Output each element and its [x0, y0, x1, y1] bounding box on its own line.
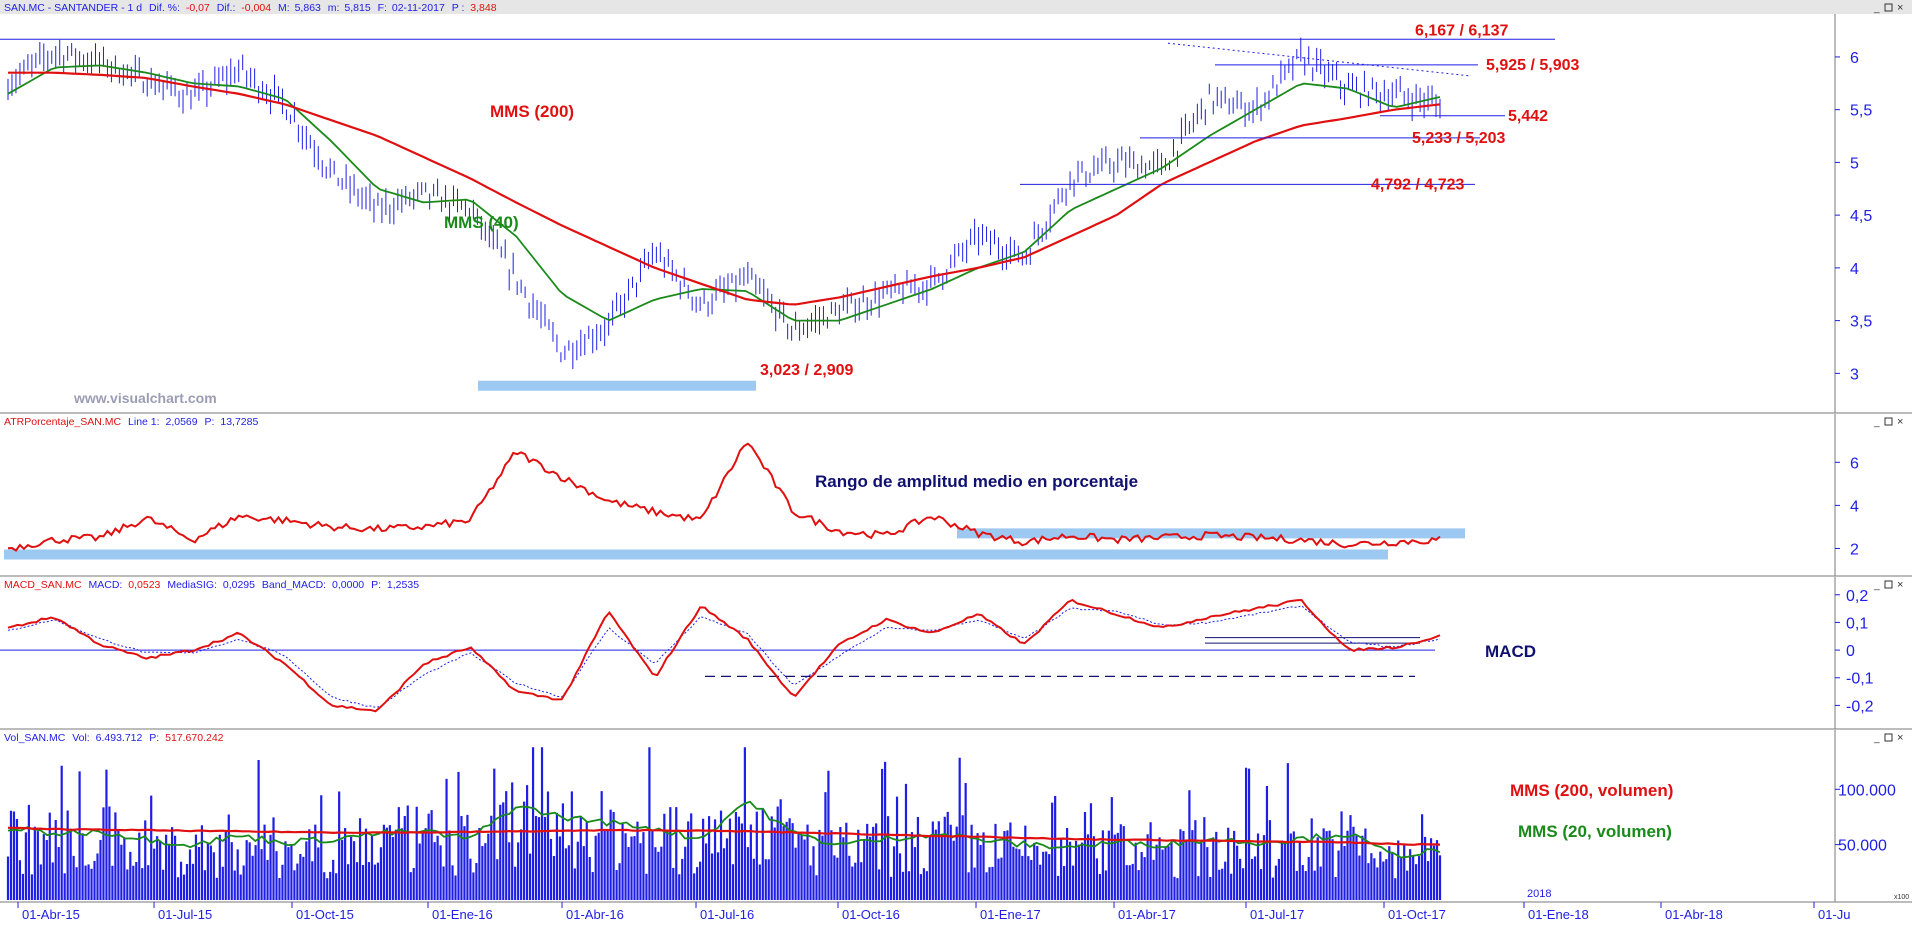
- x-tick-label: 01-Oct-17: [1388, 907, 1446, 922]
- x-tick-label: 01-Ene-16: [432, 907, 493, 922]
- y-tick-label: 2: [1850, 541, 1859, 558]
- volume-series-group: [6, 747, 1442, 900]
- level-label: 5,925 / 5,903: [1486, 57, 1580, 74]
- level-label: 5,442: [1508, 108, 1548, 125]
- macd-header: MACD_SAN.MC MACD: 0,0523 MediaSIG: 0,029…: [4, 579, 419, 591]
- y-tick-label: 6: [1850, 50, 1859, 67]
- x-tick-label: 01-Oct-16: [842, 907, 900, 922]
- mms40-label: MMS (40): [444, 213, 519, 232]
- volume-mms200-line: [8, 826, 1441, 846]
- y-tick-label: 0,1: [1846, 615, 1868, 632]
- macd-y-axis: -0,2 -0,1 0 0,1 0,2: [1835, 588, 1874, 715]
- mms200-line: [8, 71, 1441, 306]
- minimize-icon[interactable]: _: [1873, 3, 1880, 14]
- close-icon[interactable]: ×: [1897, 2, 1903, 14]
- support-band-group: [478, 380, 756, 391]
- y-tick-label: 0,2: [1846, 588, 1868, 605]
- atr-header: ATRPorcentaje_SAN.MC Line 1: 2,0569 P: 1…: [4, 416, 258, 428]
- x-tick-label: 01-Abr-15: [22, 907, 80, 922]
- volume-panel: Vol_SAN.MC Vol: 6.493.712 P: 517.670.242…: [4, 730, 1909, 902]
- y-tick-label: 5,5: [1850, 103, 1872, 120]
- y-tick-label: -0,2: [1846, 698, 1874, 715]
- atr-line: [7, 442, 1441, 552]
- x-tick-label: 01-Oct-15: [296, 907, 354, 922]
- y-tick-label: 6: [1850, 455, 1859, 472]
- maximize-icon[interactable]: [1884, 3, 1893, 12]
- close-icon[interactable]: ×: [1897, 579, 1903, 591]
- price-series-group: [7, 37, 1441, 370]
- support-band: [478, 380, 756, 391]
- year-marker: 2018: [1527, 888, 1551, 900]
- level-label: 3,023 / 2,909: [760, 362, 854, 379]
- window-controls-macd[interactable]: _ ×: [1873, 579, 1903, 591]
- window-controls-atr[interactable]: _ ×: [1873, 416, 1903, 428]
- price-y-axis: 3 3,5 4 4,5 5 5,5 6: [1835, 50, 1872, 383]
- close-icon[interactable]: ×: [1897, 416, 1903, 428]
- minimize-icon[interactable]: _: [1873, 580, 1880, 591]
- level-label: 6,167 / 6,137: [1415, 22, 1509, 39]
- atr-band-lower: [4, 549, 1388, 560]
- x-tick-label: 01-Jul-17: [1250, 907, 1304, 922]
- atr-series-group: [7, 442, 1441, 552]
- level-label: 5,233 / 5,203: [1412, 130, 1506, 147]
- volume-mms20-label: MMS (20, volumen): [1518, 822, 1672, 841]
- corner-label: x100: [1894, 894, 1909, 901]
- price-panel: SAN.MC - SANTANDER - 1 d Dif. %: -0,07 D…: [0, 0, 1912, 414]
- volume-mms200-label: MMS (200, volumen): [1510, 781, 1673, 800]
- y-tick-label: 0: [1846, 643, 1855, 660]
- maximize-icon[interactable]: [1884, 417, 1893, 426]
- x-tick-label: 01-Jul-15: [158, 907, 212, 922]
- minimize-icon[interactable]: _: [1873, 417, 1880, 428]
- x-tick-label: 01-Abr-16: [566, 907, 624, 922]
- atr-y-axis: 2 4 6: [1835, 455, 1859, 558]
- close-icon[interactable]: ×: [1897, 732, 1903, 744]
- y-tick-label: 3,5: [1850, 314, 1872, 331]
- volume-header: Vol_SAN.MC Vol: 6.493.712 P: 517.670.242: [4, 732, 224, 744]
- watermark: www.visualchart.com: [73, 390, 217, 406]
- x-axis: 01-Abr-15 01-Jul-15 01-Oct-15 01-Ene-16 01-A…: [17, 902, 1851, 922]
- y-tick-label: 100.000: [1838, 782, 1896, 799]
- x-tick-label: 01-Ene-17: [980, 907, 1041, 922]
- x-tick-label: 01-Ene-18: [1528, 907, 1589, 922]
- macd-signal-line: [7, 605, 1441, 708]
- atr-annotation: Rango de amplitud medio en porcentaje: [815, 472, 1138, 491]
- macd-line: [7, 598, 1441, 713]
- atr-panel: ATRPorcentaje_SAN.MC Line 1: 2,0569 P: 1…: [0, 414, 1912, 577]
- y-tick-label: 4: [1850, 261, 1859, 278]
- macd-panel: MACD_SAN.MC MACD: 0,0523 MediaSIG: 0,029…: [0, 577, 1912, 730]
- x-tick-label: 01-Abr-17: [1118, 907, 1176, 922]
- mms200-label: MMS (200): [490, 102, 574, 121]
- price-header: SAN.MC - SANTANDER - 1 d Dif. %: -0,07 D…: [4, 2, 497, 14]
- volume-y-axis: 50.000 100.000: [1835, 782, 1896, 855]
- maximize-icon[interactable]: [1884, 580, 1893, 589]
- y-tick-label: 50.000: [1838, 838, 1887, 855]
- volume-mms20-line: [7, 800, 1441, 859]
- y-tick-label: 5: [1850, 155, 1859, 172]
- price-header-bar: [0, 0, 1912, 14]
- minimize-icon[interactable]: _: [1873, 733, 1880, 744]
- x-tick-label: 01-Ju: [1818, 907, 1851, 922]
- x-tick-label: 01-Jul-16: [700, 907, 754, 922]
- y-tick-label: -0,1: [1846, 671, 1874, 688]
- trend-line: [1167, 42, 1471, 77]
- maximize-icon[interactable]: [1884, 733, 1893, 742]
- macd-series-group: [0, 598, 1441, 713]
- macd-annotation: MACD: [1485, 642, 1536, 661]
- mms40-line: [7, 64, 1441, 322]
- level-label: 4,792 / 4,723: [1371, 176, 1465, 193]
- y-tick-label: 4,5: [1850, 208, 1872, 225]
- window-controls-volume[interactable]: _ ×: [1873, 732, 1903, 744]
- x-tick-label: 01-Abr-18: [1665, 907, 1723, 922]
- y-tick-label: 3: [1850, 366, 1859, 383]
- y-tick-label: 4: [1850, 498, 1859, 515]
- window-controls-price[interactable]: _ ×: [1873, 2, 1903, 14]
